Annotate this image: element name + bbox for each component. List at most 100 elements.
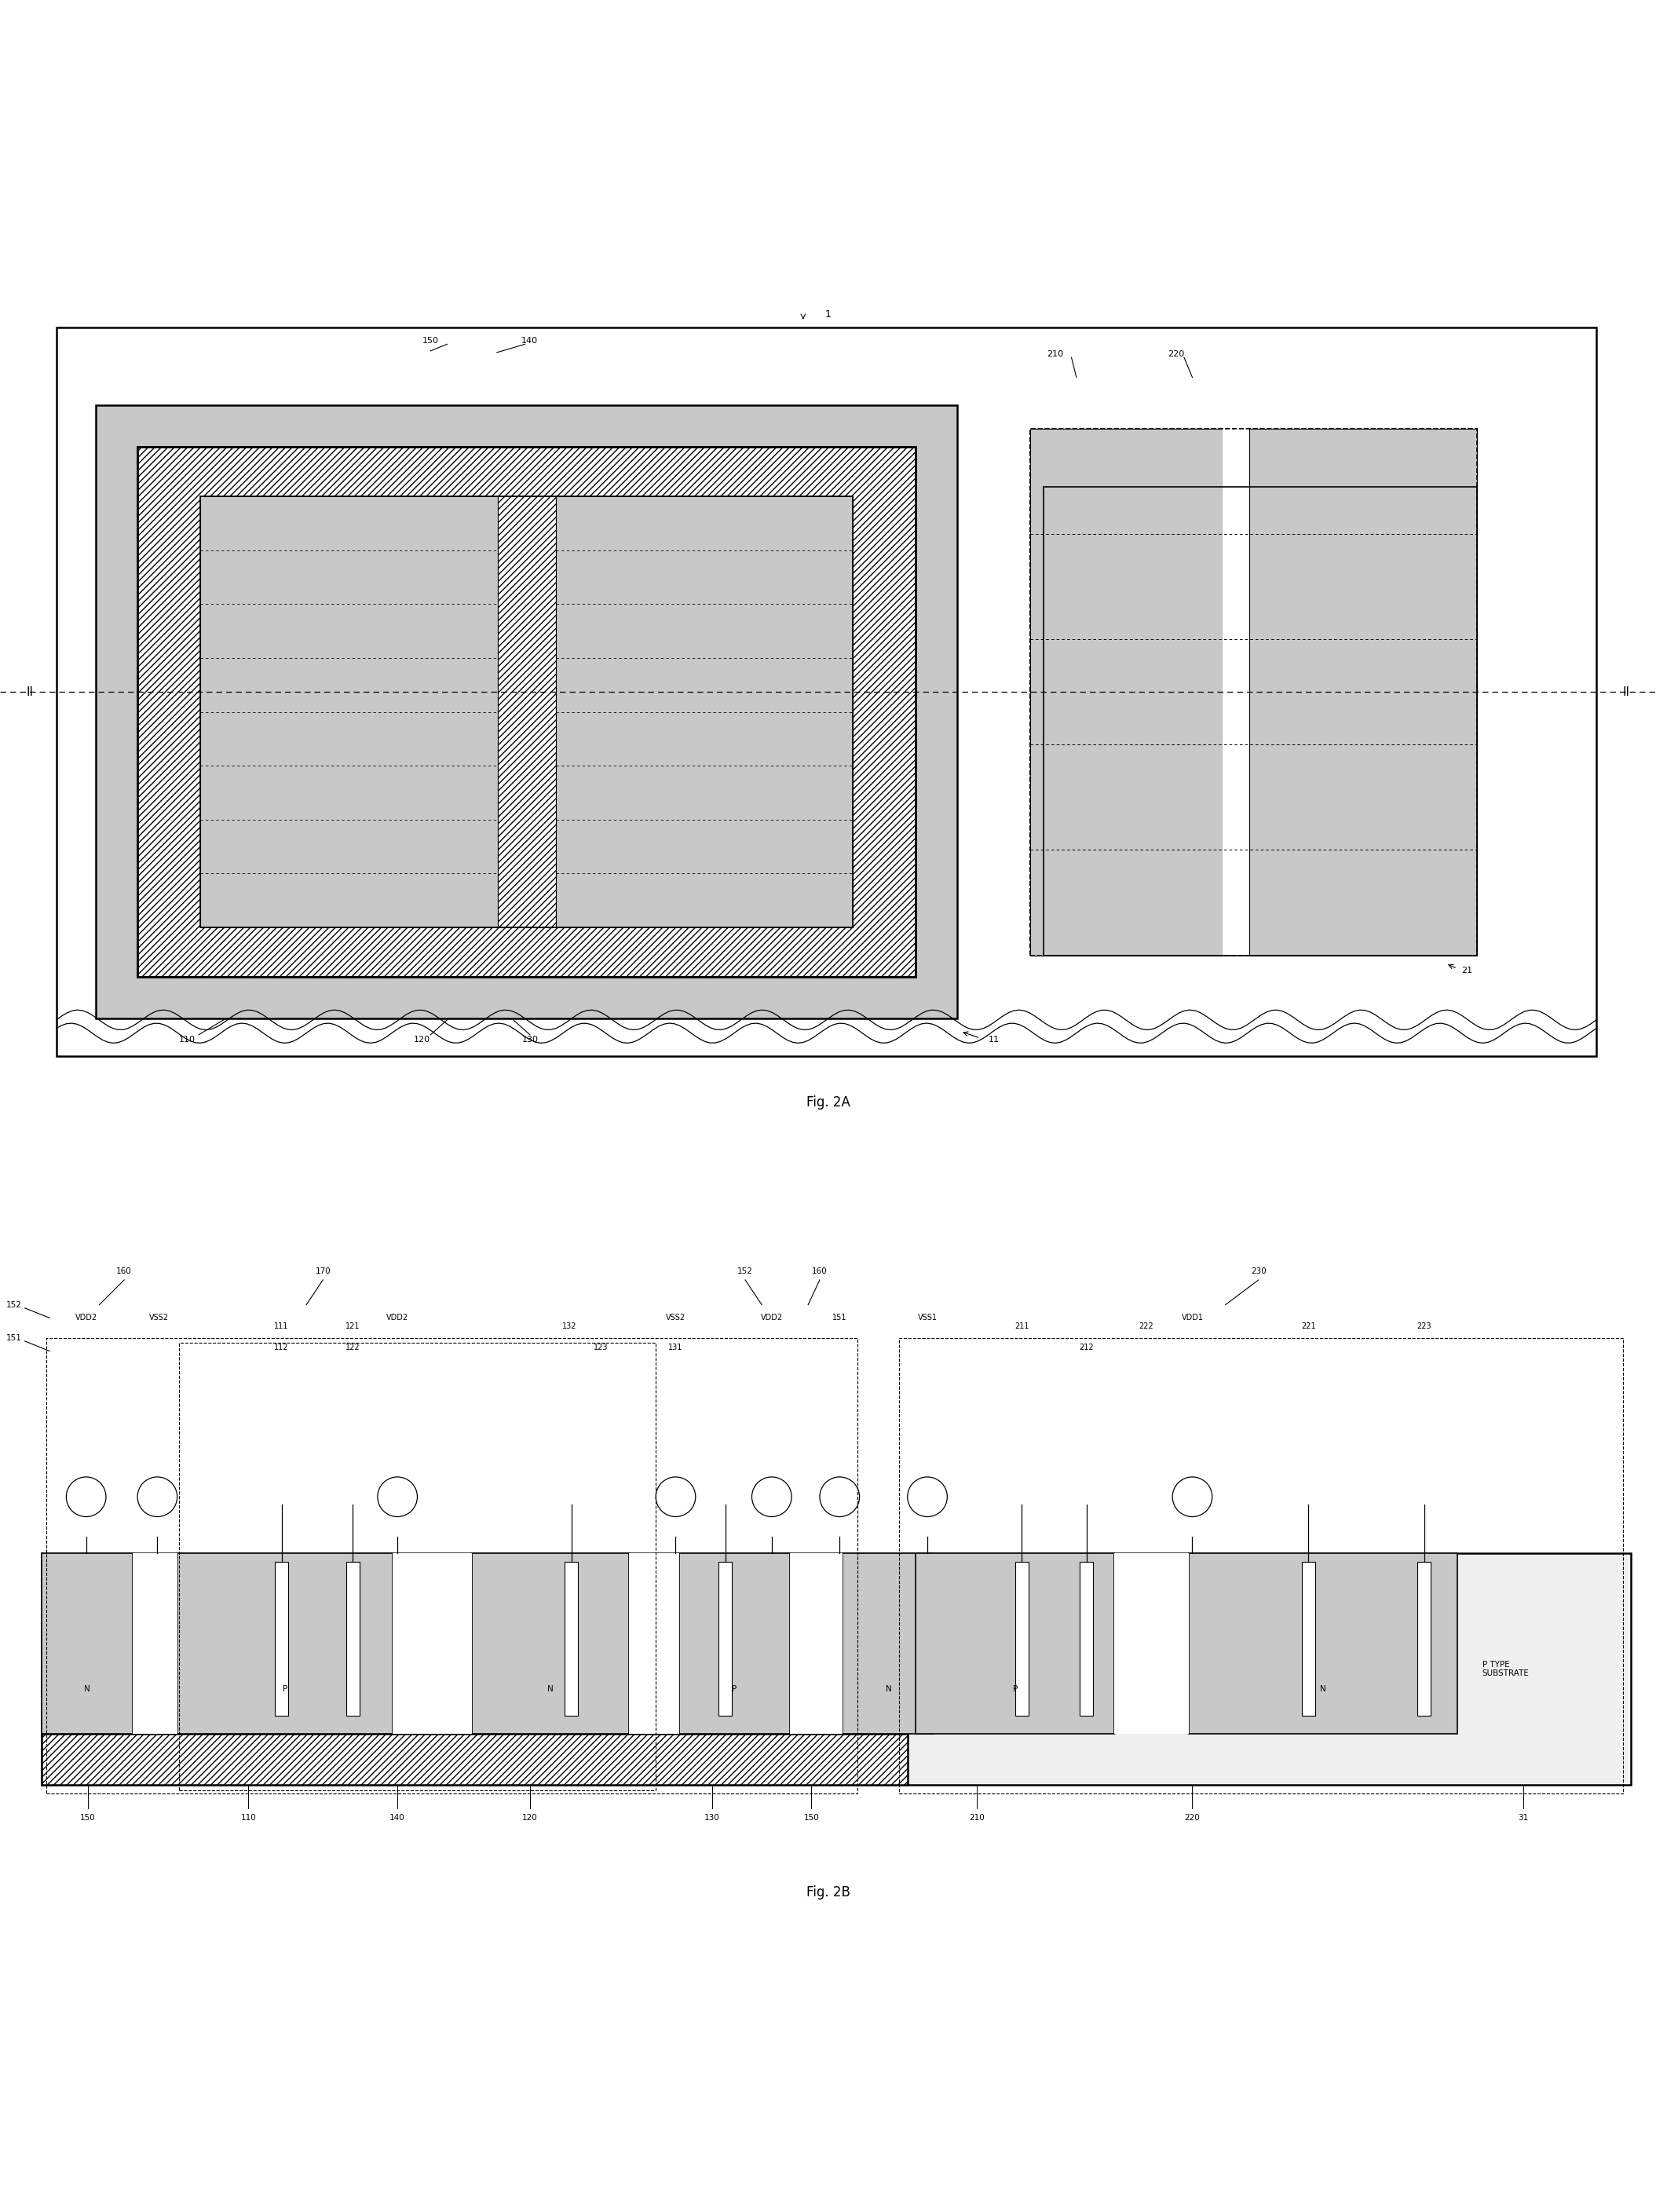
Text: 123: 123 <box>595 1345 608 1352</box>
Bar <box>719 1562 732 1717</box>
Text: VDD1: VDD1 <box>1181 1314 1204 1323</box>
Bar <box>346 1562 359 1717</box>
Text: 210: 210 <box>969 1814 985 1823</box>
Bar <box>200 495 497 927</box>
Bar <box>1222 429 1249 956</box>
Circle shape <box>656 1478 696 1517</box>
Circle shape <box>66 1478 106 1517</box>
Bar <box>392 1553 472 1734</box>
Text: 221: 221 <box>1302 1323 1315 1329</box>
Text: 222: 222 <box>1139 1323 1153 1329</box>
Text: 112: 112 <box>275 1345 288 1352</box>
Bar <box>899 1338 1623 1794</box>
Bar <box>629 1553 679 1734</box>
Bar <box>790 1553 843 1734</box>
Text: 121: 121 <box>346 1323 359 1329</box>
Text: 212: 212 <box>1080 1345 1093 1352</box>
Bar <box>275 1562 288 1717</box>
Bar <box>1030 429 1222 956</box>
Bar <box>843 1553 934 1734</box>
Text: 130: 130 <box>704 1814 720 1823</box>
Text: 220: 220 <box>1167 349 1184 358</box>
Text: 160: 160 <box>116 1267 132 1276</box>
Text: N: N <box>1320 1686 1326 1692</box>
Text: 150: 150 <box>803 1814 820 1823</box>
Text: 223: 223 <box>1418 1323 1431 1329</box>
Bar <box>1030 429 1477 956</box>
Text: N: N <box>886 1686 891 1692</box>
Circle shape <box>1172 1478 1212 1517</box>
Bar <box>56 327 1596 1057</box>
Text: VSS2: VSS2 <box>149 1314 169 1323</box>
Text: 110: 110 <box>179 1035 195 1044</box>
Text: 210: 210 <box>1047 349 1063 358</box>
Text: 150: 150 <box>79 1814 96 1823</box>
Text: 21: 21 <box>1462 967 1472 973</box>
Text: 140: 140 <box>522 336 538 345</box>
Text: 140: 140 <box>389 1814 406 1823</box>
Circle shape <box>752 1478 792 1517</box>
Text: P: P <box>1013 1686 1017 1692</box>
Text: VSS2: VSS2 <box>666 1314 686 1323</box>
Circle shape <box>907 1478 947 1517</box>
Bar <box>137 447 916 978</box>
Bar <box>137 447 916 978</box>
Bar <box>472 1553 629 1734</box>
Text: 11: 11 <box>989 1035 999 1044</box>
Bar <box>679 1553 790 1734</box>
Circle shape <box>378 1478 417 1517</box>
Text: P: P <box>732 1686 737 1692</box>
Text: 150: 150 <box>422 336 439 345</box>
Bar <box>1030 429 1477 956</box>
Text: N: N <box>84 1686 89 1692</box>
Bar <box>565 1562 578 1717</box>
Text: 132: 132 <box>563 1323 576 1329</box>
Text: VSS1: VSS1 <box>917 1314 937 1323</box>
Text: P TYPE
SUBSTRATE: P TYPE SUBSTRATE <box>1482 1661 1528 1677</box>
Text: VDD2: VDD2 <box>386 1314 409 1323</box>
Text: N: N <box>548 1686 553 1692</box>
Bar <box>497 495 556 927</box>
Text: 151: 151 <box>7 1334 22 1343</box>
Text: 130: 130 <box>522 1035 538 1044</box>
Circle shape <box>820 1478 859 1517</box>
Bar <box>41 1553 132 1734</box>
Bar <box>41 1553 1631 1785</box>
Bar <box>1418 1562 1431 1717</box>
Text: 111: 111 <box>275 1323 288 1329</box>
Text: 220: 220 <box>1184 1814 1201 1823</box>
Text: P: P <box>283 1686 286 1692</box>
Text: 152: 152 <box>737 1267 753 1276</box>
Bar <box>1189 1553 1457 1734</box>
Text: 110: 110 <box>240 1814 257 1823</box>
Text: 151: 151 <box>833 1314 846 1323</box>
Text: 170: 170 <box>315 1267 331 1276</box>
Bar <box>46 1338 858 1794</box>
Text: 31: 31 <box>1519 1814 1528 1823</box>
Text: 120: 120 <box>522 1814 538 1823</box>
Bar <box>96 405 957 1018</box>
Bar <box>177 1553 392 1734</box>
Text: 122: 122 <box>346 1345 359 1352</box>
Circle shape <box>137 1478 177 1517</box>
Bar <box>1043 487 1477 956</box>
Bar <box>1249 429 1477 956</box>
Bar <box>1114 1553 1189 1734</box>
Text: 230: 230 <box>1250 1267 1267 1276</box>
Text: 120: 120 <box>414 1035 431 1044</box>
Text: VDD2: VDD2 <box>760 1314 783 1323</box>
Bar <box>556 495 853 927</box>
Text: VDD2: VDD2 <box>75 1314 98 1323</box>
Bar <box>1080 1562 1093 1717</box>
Bar <box>200 495 853 927</box>
Text: 152: 152 <box>7 1301 22 1310</box>
Text: II: II <box>1623 686 1630 697</box>
Bar <box>1302 1562 1315 1717</box>
Bar <box>132 1553 177 1734</box>
Text: 160: 160 <box>811 1267 828 1276</box>
Text: Fig. 2B: Fig. 2B <box>806 1885 850 1900</box>
Text: 131: 131 <box>669 1345 682 1352</box>
Text: Fig. 2A: Fig. 2A <box>806 1095 850 1110</box>
Text: 211: 211 <box>1015 1323 1028 1329</box>
Text: II: II <box>26 686 33 697</box>
